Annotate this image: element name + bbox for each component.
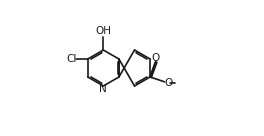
Text: O: O xyxy=(152,53,160,64)
Text: Cl: Cl xyxy=(67,54,77,64)
Text: N: N xyxy=(99,84,107,94)
Text: O: O xyxy=(164,78,172,88)
Text: OH: OH xyxy=(95,26,111,36)
